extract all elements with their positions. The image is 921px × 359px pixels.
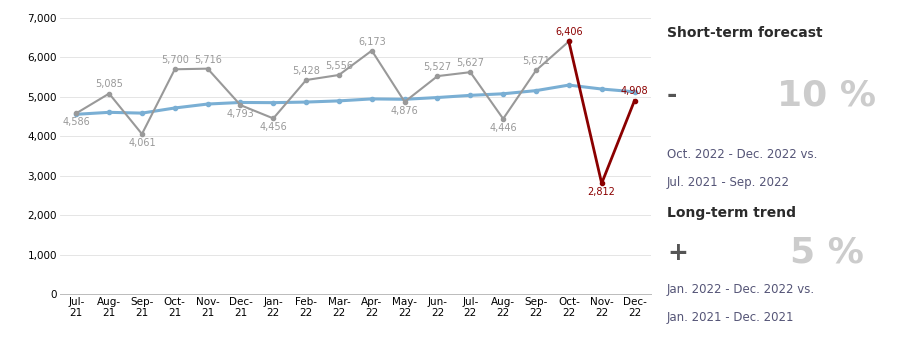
Text: 4,586: 4,586 <box>63 117 90 127</box>
Text: Jan. 2021 - Dec. 2021: Jan. 2021 - Dec. 2021 <box>667 311 795 324</box>
Text: 5,716: 5,716 <box>193 55 222 65</box>
Text: 5,428: 5,428 <box>292 66 321 76</box>
Text: 5,671: 5,671 <box>522 56 550 66</box>
Text: 4,061: 4,061 <box>128 138 156 148</box>
Text: 4,793: 4,793 <box>227 109 254 119</box>
Text: 5,556: 5,556 <box>325 61 353 71</box>
Text: Short-term forecast: Short-term forecast <box>667 26 822 40</box>
Text: 10 %: 10 % <box>777 78 876 112</box>
Text: 5,085: 5,085 <box>95 79 123 89</box>
Text: 6,406: 6,406 <box>555 27 583 37</box>
Text: -: - <box>667 83 678 107</box>
Text: 5 %: 5 % <box>789 236 863 270</box>
Text: 6,173: 6,173 <box>358 37 386 47</box>
Text: Jan. 2022 - Dec. 2022 vs.: Jan. 2022 - Dec. 2022 vs. <box>667 283 815 296</box>
Text: 4,908: 4,908 <box>621 87 648 97</box>
Text: Oct. 2022 - Dec. 2022 vs.: Oct. 2022 - Dec. 2022 vs. <box>667 148 818 161</box>
Text: 5,627: 5,627 <box>456 58 484 68</box>
Text: 4,876: 4,876 <box>391 106 418 116</box>
Text: +: + <box>667 241 688 265</box>
Text: 5,527: 5,527 <box>424 62 451 72</box>
Text: 4,446: 4,446 <box>489 123 517 133</box>
Text: 5,700: 5,700 <box>161 55 189 65</box>
Text: Long-term trend: Long-term trend <box>667 206 796 220</box>
Text: 2,812: 2,812 <box>588 187 615 197</box>
Text: 4,456: 4,456 <box>260 122 287 132</box>
Text: Jul. 2021 - Sep. 2022: Jul. 2021 - Sep. 2022 <box>667 176 790 188</box>
